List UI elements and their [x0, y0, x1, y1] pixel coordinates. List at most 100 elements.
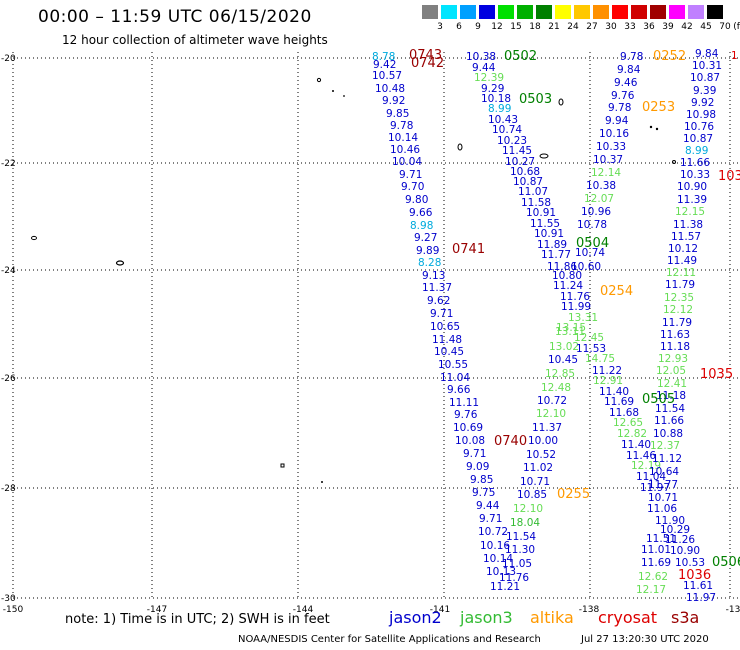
island: [457, 143, 463, 151]
wave-height-value: 10.85: [517, 489, 547, 501]
pass-id-label: 0743: [409, 48, 442, 63]
legend-swatch-label: 15: [510, 22, 522, 32]
wave-height-value: 10.23: [497, 135, 527, 147]
wave-height-value: 12.37: [650, 440, 680, 452]
wave-height-value: 9.70: [401, 181, 424, 193]
wave-height-value: 11.66: [680, 157, 710, 169]
wave-height-value: 11.86: [547, 261, 577, 273]
wave-height-value: 11.46: [626, 450, 656, 462]
wave-height-value: 11.58: [521, 197, 551, 209]
wave-height-value: 9.46: [614, 77, 638, 89]
wave-height-value: 10.76: [684, 121, 714, 133]
legend-swatch-label: 6: [456, 22, 462, 32]
wave-height-value: 10.29: [660, 524, 690, 536]
legend-swatch: [593, 5, 609, 19]
legend-swatch: [441, 5, 457, 19]
wave-height-value: 9.92: [691, 97, 714, 109]
wave-height-value: 11.79: [665, 279, 695, 291]
wave-height-value: 9.09: [466, 461, 489, 473]
legend-swatch: [707, 5, 723, 19]
legend-swatch: [498, 5, 514, 19]
wave-height-value: 11.55: [530, 218, 560, 230]
wave-height-value: 11.18: [656, 390, 686, 402]
satellite-legend-jason2: jason2: [389, 608, 442, 627]
wave-height-value: 9.78: [608, 102, 631, 114]
wave-height-value: 10.14: [483, 553, 513, 565]
wave-height-value: 11.12: [652, 453, 682, 465]
lon-tick-label: -147: [147, 605, 167, 615]
wave-height-value: 12.48: [541, 382, 571, 394]
wave-height-value: 11.49: [667, 255, 697, 267]
wave-height-value: 10.96: [581, 206, 611, 218]
wave-height-value: 11.11: [449, 397, 479, 409]
island: [115, 260, 125, 266]
wave-height-value: 10.31: [692, 60, 722, 72]
wave-height-value: 11.05: [502, 558, 532, 570]
island: [316, 77, 322, 83]
wave-height-value: 9.78: [620, 51, 643, 63]
wave-height-value: 10.71: [648, 492, 678, 504]
wave-height-value: 11.77: [541, 249, 571, 261]
wave-height-value: 13.02: [549, 341, 579, 353]
wave-height-value: 11.51: [646, 533, 676, 545]
wave-height-value: 11.69: [641, 557, 671, 569]
legend-swatch-label: 33: [624, 22, 636, 32]
lon-tick-label: -141: [430, 605, 450, 615]
generation-timestamp: Jul 27 13:20:30 UTC 2020: [581, 634, 709, 645]
wave-height-value: 10.78: [577, 219, 607, 231]
wave-height-value: 10.33: [680, 169, 710, 181]
legend-swatch: [669, 5, 685, 19]
island: [649, 125, 653, 129]
wave-height-value: 11.39: [677, 194, 707, 206]
satellite-legend-s3a: s3a: [671, 608, 700, 627]
wave-height-value: 10.13: [486, 566, 516, 578]
wave-height-value: 10.98: [686, 109, 716, 121]
legend-swatch-label: 30: [605, 22, 617, 32]
wave-height-value: 12.07: [584, 193, 614, 205]
wave-height-value: 11.68: [609, 407, 639, 419]
pass-id-label: 0502: [504, 49, 537, 64]
wave-height-value: 9.85: [386, 108, 409, 120]
island: [31, 235, 37, 241]
wave-height-value: 10.87: [683, 133, 713, 145]
wave-height-value: 12.17: [636, 584, 666, 596]
wave-height-labels: 8.789.4210.5710.489.929.859.7810.1410.46…: [372, 48, 740, 604]
legend-swatch-label: 39: [662, 22, 674, 32]
legend-swatch: [612, 5, 628, 19]
wave-height-value: 10.91: [526, 207, 556, 219]
island: [343, 95, 345, 97]
lat-tick-label: -28: [1, 484, 16, 494]
island: [655, 127, 659, 131]
wave-height-value: 12.35: [664, 292, 694, 304]
wave-height-value: 9.71: [399, 169, 422, 181]
wave-height-value: 12.82: [617, 428, 647, 440]
wave-height-value: 11.90: [655, 515, 685, 527]
wave-height-value: 9.84: [617, 64, 641, 76]
wave-height-value: 10.45: [434, 346, 464, 358]
island: [332, 90, 334, 92]
wave-height-value: 11.40: [599, 386, 629, 398]
wave-height-value: 11.99: [561, 301, 591, 313]
wave-height-value: 12.10: [513, 503, 543, 515]
island: [539, 153, 549, 159]
wave-height-value: 12.62: [638, 571, 668, 583]
wave-height-value: 10.91: [534, 228, 564, 240]
pass-id-label: 0254: [600, 284, 633, 299]
wave-height-value: 12.14: [591, 167, 621, 179]
legend-swatch-label: 27: [586, 22, 598, 32]
wave-height-value: 11.89: [537, 239, 567, 251]
wave-height-value: 11.76: [499, 572, 529, 584]
pass-id-label: 0503: [519, 92, 552, 107]
wave-height-value: 12.93: [658, 353, 688, 365]
wave-height-value: 10.43: [488, 114, 518, 126]
wave-height-value: 12.15: [675, 206, 705, 218]
wave-height-value: 12.05: [656, 365, 686, 377]
wave-height-value: 9.44: [472, 62, 496, 74]
lon-tick-label: -138: [579, 605, 600, 615]
pass-id-label: 0505: [642, 392, 675, 407]
wave-height-value: 10.55: [438, 359, 468, 371]
pass-id-label: 0252: [653, 49, 686, 64]
wave-height-value: 9.78: [390, 120, 413, 132]
wave-height-value: 12.41: [657, 378, 687, 390]
lat-tick-label: -30: [1, 594, 16, 604]
